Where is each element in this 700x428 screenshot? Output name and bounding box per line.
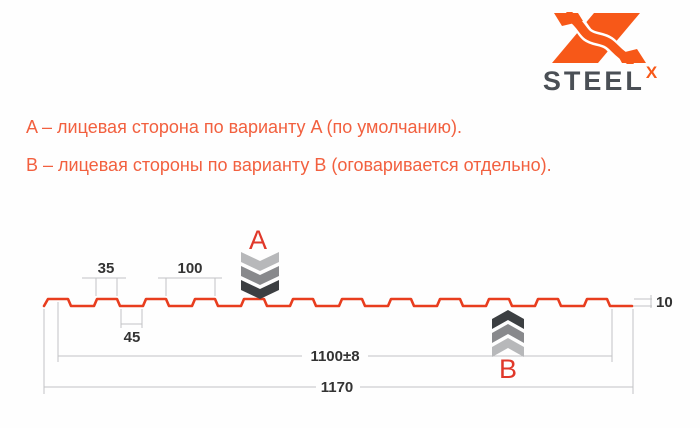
dim-working-width-label: 1100±8 <box>310 348 359 365</box>
chevron-down-stack-icon <box>241 252 279 299</box>
marker-b: B <box>492 310 524 384</box>
brand-name-text: STEEL <box>542 66 645 96</box>
profile-outline <box>42 297 634 308</box>
chevron-up-stack-icon <box>492 310 524 357</box>
marker-a-label: A <box>249 225 267 255</box>
legend-variant-b: B – лицевая стороны по варианту B (огова… <box>26 155 552 175</box>
steelx-knot-icon <box>552 12 646 64</box>
marker-b-label: B <box>499 354 517 384</box>
marker-a: A <box>241 225 279 299</box>
dim-working-width: 1100±8 <box>57 302 613 365</box>
dim-rib-top: 35 <box>82 260 126 296</box>
dim-overall-width: 1170 <box>43 309 634 396</box>
dim-profile-height-label: 10 <box>656 294 673 311</box>
dim-rib-bottom-label: 45 <box>124 329 141 346</box>
brand-logo: STEEL X <box>542 12 657 96</box>
dim-profile-height: 10 <box>612 294 673 311</box>
dim-rib-pitch: 100 <box>158 260 222 296</box>
dim-rib-top-label: 35 <box>98 260 115 277</box>
dim-overall-width-label: 1170 <box>321 379 354 396</box>
legend-variant-a: A – лицевая сторона по варианту A (по ум… <box>26 117 462 137</box>
dim-rib-pitch-label: 100 <box>177 260 202 277</box>
brand-wordmark: STEEL X <box>542 64 657 96</box>
dim-rib-bottom: 45 <box>120 309 143 346</box>
brand-x-suffix: X <box>645 63 658 82</box>
